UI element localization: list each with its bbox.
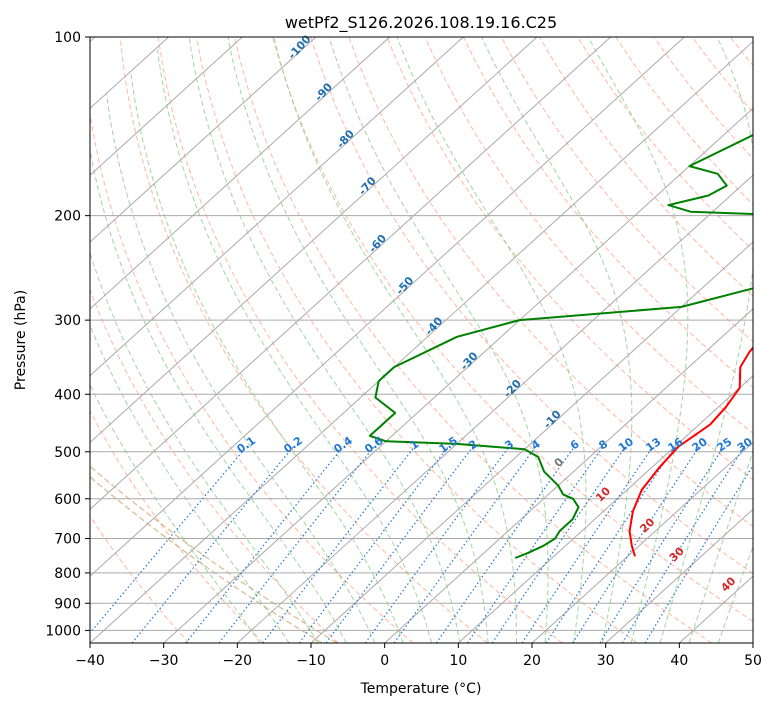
y-tick-label: 400 — [54, 387, 81, 403]
mixing-ratio-line — [599, 446, 725, 643]
dewpoint-profile-line — [368, 134, 753, 559]
moist-adiabat-line — [659, 37, 753, 643]
moist-adiabat-line — [188, 37, 461, 643]
y-tick-label: 100 — [54, 30, 81, 46]
dry-adiabat-line — [90, 409, 264, 643]
y-tick-label: 300 — [54, 313, 81, 329]
isotherm-line — [90, 37, 464, 377]
isotherm-line — [90, 40, 753, 643]
moist-adiabat-line — [90, 147, 347, 643]
mixing-ratio-line — [218, 446, 375, 643]
x-tick-label: −40 — [75, 653, 105, 669]
isotherm-line — [90, 37, 611, 511]
x-tick-label: −20 — [223, 653, 253, 669]
x-tick-label: 0 — [380, 653, 389, 669]
isotherm-line — [236, 174, 753, 643]
moist-adiabat-line — [227, 37, 489, 643]
isotherm-line — [605, 508, 753, 643]
moist-adiabat-line — [688, 449, 753, 643]
y-tick-label: 1000 — [45, 623, 81, 639]
dry-adiabat-line — [424, 37, 753, 434]
x-tick-label: −10 — [296, 653, 326, 669]
mixing-ratio-line — [325, 446, 474, 643]
mixing-ratio-line — [298, 446, 449, 643]
y-tick-label: 900 — [54, 596, 81, 612]
x-tick-label: 10 — [449, 653, 467, 669]
y-tick-label: 500 — [54, 445, 81, 461]
mixing-ratio-line — [393, 446, 537, 643]
mixing-ratio-line — [572, 446, 700, 643]
moist-adiabat-line — [157, 49, 432, 643]
mixing-ratio-line — [90, 446, 248, 635]
dry-adiabat-line — [310, 37, 753, 575]
chart-title: wetPf2_S126.2026.108.19.16.C25 — [285, 13, 557, 33]
dry-adiabat-line — [348, 37, 753, 527]
mixing-ratio-line — [467, 446, 604, 643]
x-tick-label: 40 — [670, 653, 688, 669]
isotherm-line — [163, 107, 753, 643]
profile-series — [368, 134, 753, 559]
mixing-ratio-line — [545, 446, 676, 643]
y-tick-label: 200 — [54, 209, 81, 225]
mixing-ratio-line — [435, 446, 575, 643]
dry-adiabat-line — [119, 37, 488, 643]
isotherm-line — [90, 37, 685, 577]
isotherm-line — [457, 374, 753, 643]
moist-adiabat-line — [717, 545, 753, 643]
isotherm-line — [90, 37, 390, 310]
x-tick-label: 30 — [597, 653, 615, 669]
x-tick-label: 20 — [523, 653, 541, 669]
y-tick-label: 800 — [54, 566, 81, 582]
moist-adiabat-line — [587, 37, 689, 643]
temperature-profile-line — [628, 346, 753, 557]
reference-curve — [90, 465, 338, 643]
x-axis-ticks: −40 −30 −20 −10 0 10 20 30 40 50 — [75, 643, 762, 669]
moist-adiabat-line — [273, 37, 517, 643]
mixing-ratio-line — [491, 446, 627, 643]
moist-adiabat-line — [328, 37, 549, 643]
isotherm-line — [531, 441, 753, 643]
mixing-ratio-line — [644, 464, 753, 643]
background-lines — [90, 37, 753, 643]
dry-adiabat-line — [272, 37, 753, 622]
y-tick-label: 600 — [54, 492, 81, 508]
mixing-ratio-line — [262, 446, 416, 643]
plot-frame — [89, 36, 754, 644]
isotherm-line — [384, 308, 753, 643]
moist-adiabat-line — [106, 94, 376, 643]
dry-adiabat-line — [157, 37, 563, 643]
dry-adiabat-line — [500, 37, 753, 343]
x-axis-label: Temperature (°C) — [360, 681, 482, 697]
x-tick-label: −30 — [149, 653, 179, 669]
x-tick-label: 50 — [744, 653, 762, 669]
y-axis-label: Pressure (hPa) — [13, 290, 29, 390]
isotherm-line — [90, 37, 317, 243]
moist-adiabat-line — [90, 250, 319, 643]
isotherm-line — [90, 37, 243, 176]
isotherm-line — [90, 37, 538, 444]
mixing-ratio-line — [521, 446, 654, 643]
y-axis-ticks: 100 200 300 400 500 600 700 800 900 1000 — [45, 30, 90, 639]
isotherm-line — [310, 241, 753, 643]
y-tick-label: 700 — [54, 532, 81, 548]
moist-adiabat-line — [130, 72, 404, 643]
moist-adiabat-line — [481, 37, 633, 643]
